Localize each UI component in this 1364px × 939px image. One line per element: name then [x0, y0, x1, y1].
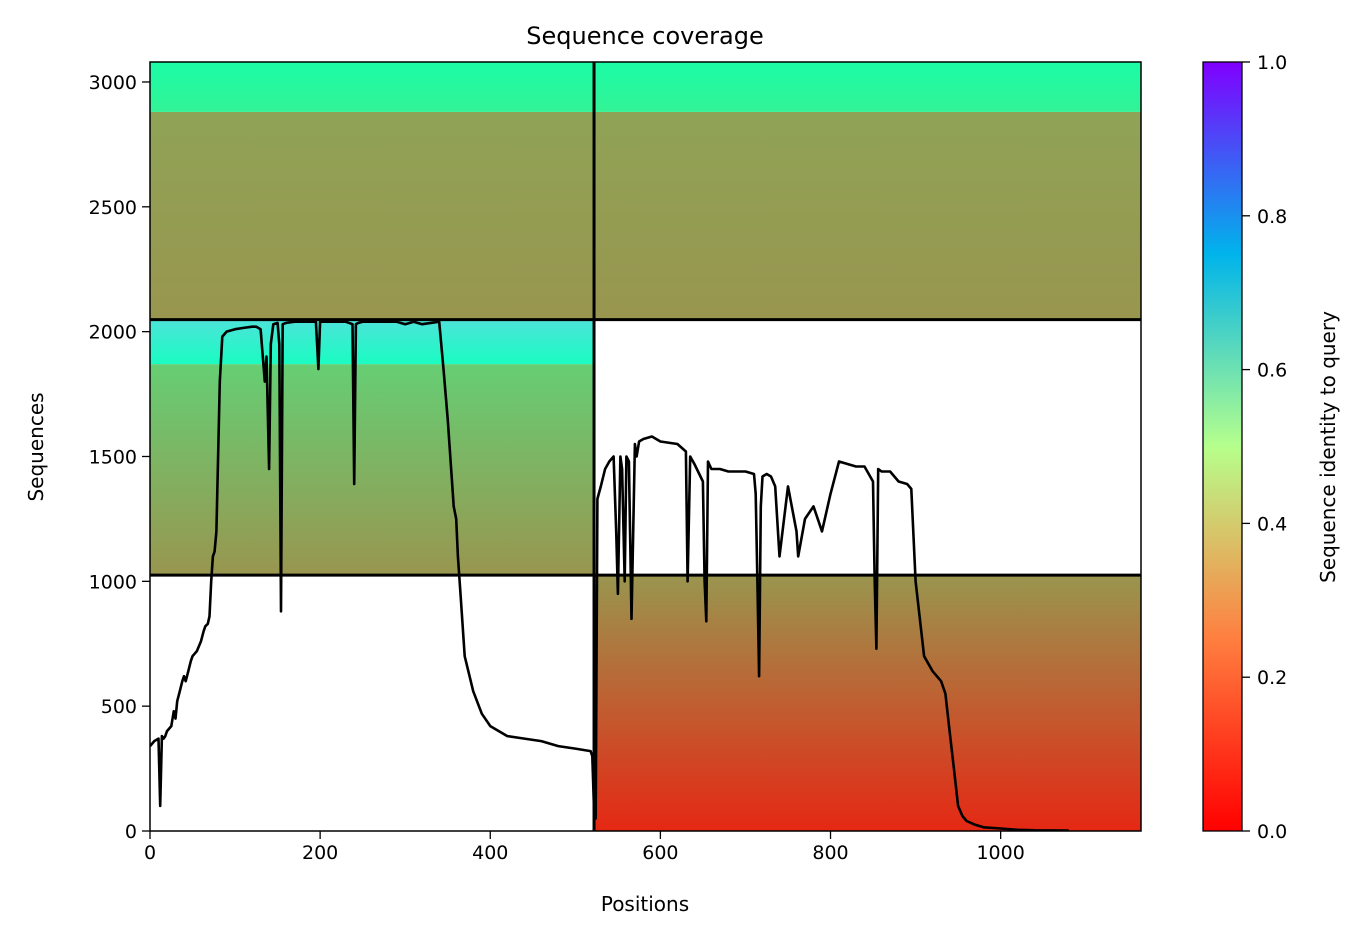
x-tick-label: 0: [144, 842, 156, 864]
heatmap-block-8: [594, 62, 1141, 112]
heatmap-block-1: [150, 364, 595, 576]
y-axis-label: Sequences: [24, 392, 48, 501]
heatmap-block-7: [594, 111, 1141, 320]
y-tick-label: 2500: [89, 197, 137, 219]
x-tick-label: 600: [642, 842, 678, 864]
x-tick-label: 1000: [976, 842, 1024, 864]
colorbar-tick-label: 0.0: [1257, 821, 1287, 843]
x-axis: 0 200 400 600 800 1000: [144, 831, 1025, 864]
colorbar-label: Sequence identity to query: [1316, 311, 1340, 583]
heatmap-blocks: [150, 62, 1141, 831]
y-axis: 0 500 1000 1500 2000 2500 3000: [89, 72, 150, 843]
coverage-line: [150, 320, 1069, 831]
heatmap-block-5: [594, 575, 1141, 831]
chart-title: Sequence coverage: [526, 22, 763, 50]
colorbar-axis: 0.0 0.2 0.4 0.6 0.8 1.0: [1242, 52, 1287, 843]
plot-frame: [149, 61, 1142, 832]
x-axis-label: Positions: [601, 892, 689, 916]
colorbar-tick-label: 0.6: [1257, 360, 1287, 382]
y-tick-label: 3000: [89, 72, 137, 94]
y-tick-label: 500: [101, 696, 137, 718]
x-tick-label: 400: [472, 842, 508, 864]
colorbar-tick-label: 0.4: [1257, 513, 1287, 535]
colorbar: [1202, 61, 1243, 832]
heatmap-block-3: [150, 111, 595, 320]
heatmap-block-2: [150, 319, 595, 365]
colorbar-tick-label: 0.8: [1257, 206, 1287, 228]
y-tick-label: 2000: [89, 322, 137, 344]
block-dividers: [150, 62, 1141, 831]
colorbar-tick-label: 1.0: [1257, 52, 1287, 74]
heatmap-block-4: [150, 62, 595, 112]
y-tick-label: 1000: [89, 571, 137, 593]
x-tick-label: 800: [812, 842, 848, 864]
y-tick-label: 0: [125, 821, 137, 843]
x-tick-label: 200: [302, 842, 338, 864]
colorbar-tick-label: 0.2: [1257, 667, 1287, 689]
y-tick-label: 1500: [89, 446, 137, 468]
